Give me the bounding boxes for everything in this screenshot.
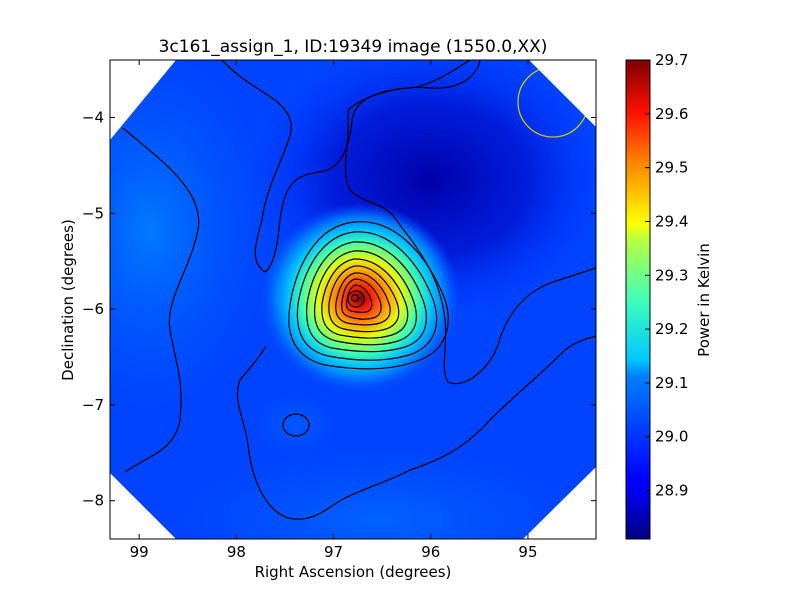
colorbar-tick-label: 29.7 [655,51,688,69]
heatmap-image [110,60,596,539]
y-tick-label: −4 [82,108,104,126]
colorbar-tick-label: 29.1 [655,374,688,392]
contour-source-10 [347,290,365,308]
x-tick-label: 95 [518,543,537,561]
y-tick-label: −5 [82,204,104,222]
contour-source-11 [350,293,360,303]
colorbar-tick-label: 29.6 [655,105,688,123]
x-tick-label: 96 [421,543,440,561]
contour-source-3 [305,241,428,353]
contour-source-4 [313,250,417,346]
bottom-warm-region [180,450,580,539]
contour-lower [236,335,596,520]
x-tick-label: 98 [227,543,246,561]
colorbar-tick-label: 29.4 [655,212,688,230]
contour-cold [344,60,596,385]
colorbar: 28.9 29.0 29.1 29.2 29.3 29.4 29.5 29.6 29.7 Pow… [625,51,713,540]
colorbar-label: Power in Kelvin [695,243,713,357]
colorbar-ticks: 28.9 29.0 29.1 29.2 29.3 29.4 29.5 29.6 29.7 [645,51,688,500]
contour-source-2 [296,231,438,361]
plot-frame [109,59,597,540]
y-tick-label: −7 [82,396,104,414]
colorbar-tick-label: 29.3 [655,266,688,284]
y-tick-label: −8 [82,492,104,510]
colorbar-tick-label: 29.5 [655,159,688,177]
left-warm-region [110,60,270,410]
colorbar-gradient [625,59,651,540]
colorbar-tick-label: 29.2 [655,320,688,338]
y-axis-ticks: −4 −5 −6 −7 −8 [82,108,596,510]
colorbar-tick-label: 28.9 [655,482,688,500]
y-tick-label: −6 [82,300,104,318]
colorbar-tick-label: 29.0 [655,428,688,446]
x-tick-label: 99 [130,543,149,561]
secondary-blob-glow [256,395,336,455]
contour-left [122,127,200,473]
x-tick-label: 97 [324,543,343,561]
chart-title: 3c161_assign_1, ID:19349 image (1550.0,X… [159,37,548,57]
y-axis-label: Declination (degrees) [59,219,77,381]
contour-source-1 [288,221,449,370]
x-axis-ticks: 99 98 97 96 95 [130,60,538,561]
contour-source-8 [341,278,382,320]
contour-source-5 [321,258,409,339]
contour-source-9 [345,284,373,314]
contour-secondary-blob [282,413,310,437]
contour-source-6 [328,265,400,333]
contour-lines [122,60,596,520]
x-axis-label: Right Ascension (degrees) [255,563,452,581]
contour-source-7 [335,272,391,326]
